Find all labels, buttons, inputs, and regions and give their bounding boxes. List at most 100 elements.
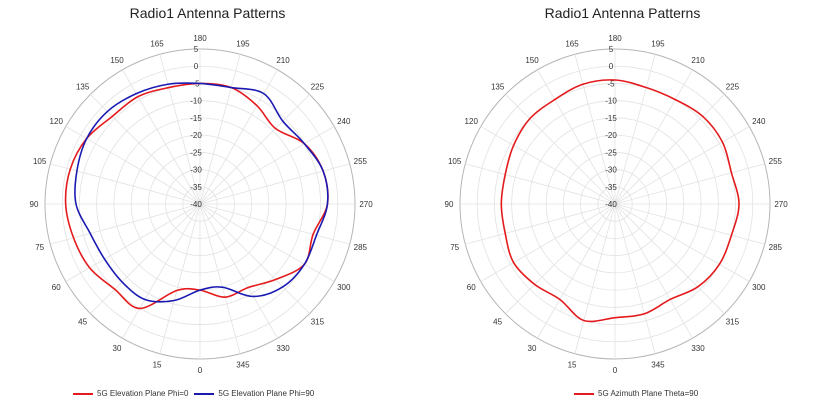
angle-tick-label: 150: [525, 56, 539, 65]
grid-spoke: [90, 203, 201, 314]
grid-spoke: [614, 69, 693, 205]
angle-tick-label: 240: [752, 117, 766, 126]
legend-label: 5G Elevation Plane Phi=90: [218, 389, 315, 398]
radial-tick-label: -40: [605, 200, 617, 209]
radial-tick-label: -10: [605, 97, 617, 106]
grid-spoke: [614, 203, 750, 282]
legend-label: 5G Elevation Plane Phi=0: [97, 389, 189, 398]
angle-tick-label: 150: [110, 56, 124, 65]
radial-tick-label: -15: [190, 114, 202, 123]
angle-tick-label: 105: [33, 157, 47, 166]
angle-tick-label: 195: [236, 40, 250, 49]
grid-spoke: [65, 126, 201, 205]
angle-tick-label: 195: [651, 40, 665, 49]
angle-tick-label: 225: [726, 83, 740, 92]
angle-tick-label: 15: [153, 360, 162, 369]
grid-spoke: [465, 163, 616, 205]
grid-spoke: [537, 69, 616, 205]
angle-tick-label: 90: [30, 200, 39, 209]
legend: 5G Azimuth Plane Theta=90: [574, 389, 704, 398]
angle-tick-label: 75: [450, 243, 459, 252]
radial-tick-label: -20: [605, 131, 617, 140]
grid-spoke: [614, 163, 765, 205]
polar-plot-elevation: 0 15 30 45 60 75 90 105 120 135 150 165 180 195 210 225…: [30, 34, 374, 375]
left-chart-panel: Radio1 Antenna Patterns 0 15 30 45 60 75 90 105…: [30, 5, 374, 398]
grid-spoke: [614, 126, 750, 205]
angle-tick-label: 225: [311, 83, 325, 92]
legend-label: 5G Azimuth Plane Theta=90: [598, 389, 699, 398]
grid-spoke: [65, 203, 201, 282]
angle-tick-label: 345: [651, 360, 665, 369]
radial-tick-label: 5: [609, 45, 614, 54]
angle-tick-label: 75: [35, 243, 44, 252]
angle-tick-label: 165: [565, 40, 579, 49]
grid-spoke: [122, 69, 201, 205]
grid-spoke: [159, 203, 201, 354]
legend: 5G Elevation Plane Phi=0 5G Elevation Pl…: [73, 389, 320, 398]
angle-tick-label: 15: [568, 360, 577, 369]
legend-swatch-red: [73, 392, 93, 395]
grid-spoke: [122, 203, 201, 339]
angle-tick-label: 0: [198, 366, 203, 375]
angle-tick-label: 300: [337, 283, 351, 292]
polar-grid: [459, 48, 771, 360]
radial-tick-label: -40: [190, 200, 202, 209]
angle-tick-label: 45: [78, 317, 87, 326]
legend-swatch-red: [574, 392, 594, 395]
angle-tick-label: 45: [493, 317, 502, 326]
radial-tick-label: -25: [605, 148, 617, 157]
radial-tick-label: -5: [607, 79, 615, 88]
angle-tick-label: 345: [236, 360, 250, 369]
angle-tick-label: 270: [774, 200, 788, 209]
angle-tick-label: 285: [354, 243, 368, 252]
angle-tick-label: 300: [752, 283, 766, 292]
radial-tick-label: -20: [190, 131, 202, 140]
grid-spoke: [199, 94, 310, 205]
grid-spoke: [199, 203, 241, 354]
grid-spoke: [574, 54, 616, 205]
grid-spoke: [199, 126, 335, 205]
polar-plot-azimuth: 0 15 30 45 60 75 90 105 120 135 150 165 180 195 210 225…: [445, 34, 789, 375]
grid-spoke: [480, 203, 616, 282]
angle-tick-label: 135: [76, 83, 90, 92]
angle-tick-label: 90: [445, 200, 454, 209]
angle-tick-label: 315: [311, 317, 325, 326]
grid-spoke: [505, 94, 616, 205]
angle-tick-label: 330: [691, 344, 705, 353]
radial-tick-label: -30: [190, 166, 202, 175]
grid-spoke: [199, 203, 310, 314]
legend-item-theta90: 5G Azimuth Plane Theta=90: [574, 389, 698, 398]
series-line-2: [74, 82, 329, 303]
angle-tick-label: 210: [276, 56, 290, 65]
angle-tick-label: 120: [465, 117, 479, 126]
grid-spoke: [50, 163, 201, 205]
angle-tick-label: 240: [337, 117, 351, 126]
radial-tick-label: -15: [605, 114, 617, 123]
radial-tick-label: 5: [194, 45, 199, 54]
angle-tick-label: 0: [613, 366, 618, 375]
angle-tick-label: 285: [769, 243, 783, 252]
grid-spoke: [505, 203, 616, 314]
series-line-1: [500, 79, 740, 323]
angle-tick-label: 60: [52, 283, 61, 292]
grid-spoke: [465, 203, 616, 245]
grid-spoke: [199, 69, 278, 205]
angle-tick-label: 270: [359, 200, 373, 209]
grid-spoke: [614, 203, 765, 245]
radial-tick-label: -35: [605, 183, 617, 192]
radial-tick-label: 0: [609, 62, 614, 71]
grid-spoke: [614, 94, 725, 205]
legend-item-phi0: 5G Elevation Plane Phi=0: [73, 389, 188, 398]
angle-tick-label: 210: [691, 56, 705, 65]
angle-tick-label: 60: [467, 283, 476, 292]
grid-spoke: [199, 163, 350, 205]
grid-spoke: [614, 54, 656, 205]
right-chart-panel: Radio1 Antenna Patterns 0 15 30 45 60 75 90 105…: [415, 0, 830, 414]
legend-swatch-blue: [194, 392, 215, 395]
radial-tick-label: -10: [190, 97, 202, 106]
radial-tick-label: 0: [194, 62, 199, 71]
grid-spoke: [199, 203, 278, 339]
grid-spoke: [614, 203, 693, 339]
grid-spoke: [90, 94, 201, 205]
grid-spoke: [199, 54, 241, 205]
